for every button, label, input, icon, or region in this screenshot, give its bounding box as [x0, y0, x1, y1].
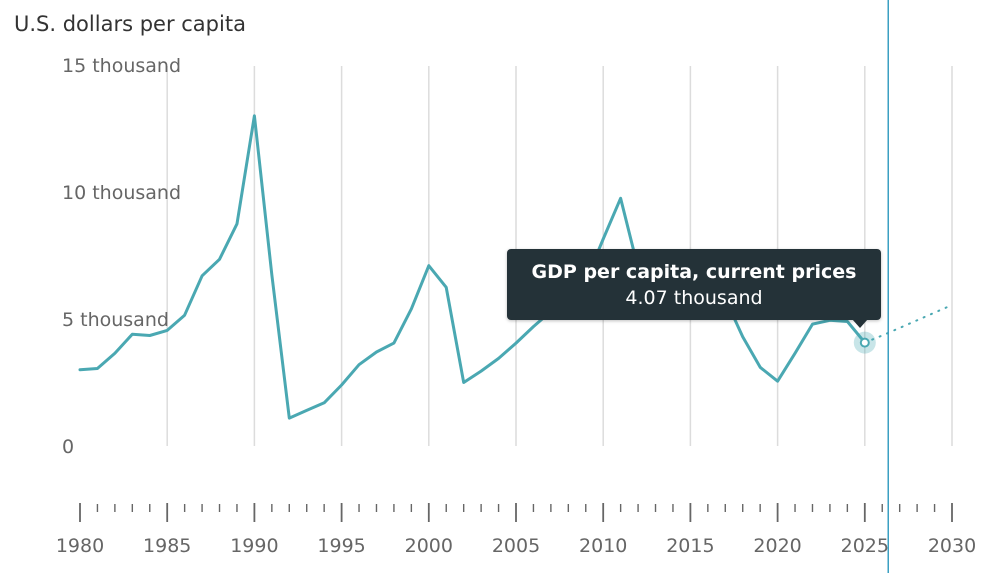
- x-tick-label: 1990: [230, 535, 278, 557]
- x-tick-label: 1980: [56, 535, 104, 557]
- x-tick-label: 2005: [492, 535, 540, 557]
- x-tick-label: 2015: [666, 535, 714, 557]
- y-tick-label: 15 thousand: [62, 55, 181, 77]
- tooltip: GDP per capita, current prices 4.07 thou…: [507, 249, 881, 328]
- x-tick-label: 1995: [317, 535, 365, 557]
- y-axis: 0 5 thousand 10 thousand 15 thousand: [62, 55, 181, 458]
- x-tick-label: 2025: [841, 535, 889, 557]
- x-tick-label: 2020: [753, 535, 801, 557]
- x-tick-label: 2030: [928, 535, 976, 557]
- x-tick-label: 2000: [405, 535, 453, 557]
- tooltip-title: GDP per capita, current prices: [531, 261, 857, 283]
- x-tick-label: 1985: [143, 535, 191, 557]
- tooltip-arrow: [852, 319, 868, 328]
- hover-point[interactable]: [853, 331, 876, 354]
- x-axis: 1980 1985 1990 1995 2000 2005 2010 2015 2020 2025…: [56, 503, 976, 557]
- projection-line: [863, 304, 953, 344]
- tooltip-value: 4.07 thousand: [625, 287, 763, 309]
- y-tick-label: 10 thousand: [62, 182, 181, 204]
- y-tick-label: 5 thousand: [62, 309, 169, 331]
- y-axis-title: U.S. dollars per capita: [14, 12, 246, 36]
- x-tick-label: 2010: [579, 535, 627, 557]
- hover-dot: [859, 337, 870, 348]
- y-tick-label: 0: [62, 436, 74, 458]
